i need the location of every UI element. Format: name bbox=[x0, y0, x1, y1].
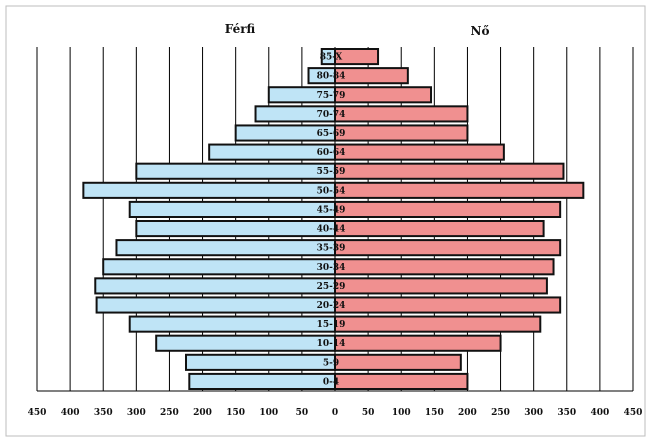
legend-male: Férfi bbox=[225, 22, 256, 36]
x-tick-label: 50 bbox=[362, 408, 375, 418]
bar-male-55-59 bbox=[135, 162, 336, 180]
bar-female-85-X bbox=[334, 48, 380, 66]
x-tick-label: 250 bbox=[491, 408, 510, 418]
age-label: 40-44 bbox=[317, 225, 346, 235]
legend-female: Nő bbox=[471, 24, 490, 38]
bar-female-5-9 bbox=[334, 353, 462, 371]
bars bbox=[82, 48, 585, 390]
bar-female-50-54 bbox=[334, 181, 585, 199]
age-label: 0-4 bbox=[323, 377, 339, 387]
age-label: 10-14 bbox=[317, 339, 346, 349]
x-tick-label: 450 bbox=[624, 408, 643, 418]
age-label: 55-59 bbox=[317, 167, 346, 177]
bar-female-15-19 bbox=[334, 315, 542, 333]
x-tick-label: 150 bbox=[425, 408, 444, 418]
x-tick-label: 350 bbox=[557, 408, 576, 418]
x-tick-label: 450 bbox=[28, 408, 47, 418]
x-tick-label: 300 bbox=[524, 408, 543, 418]
age-label: 85-X bbox=[320, 53, 343, 63]
x-tick-label: 300 bbox=[127, 408, 146, 418]
x-tick-label: 400 bbox=[61, 408, 80, 418]
age-label: 70-74 bbox=[317, 110, 346, 120]
bar-female-25-29 bbox=[334, 277, 548, 295]
bar-male-50-54 bbox=[82, 181, 336, 199]
bar-female-80-84 bbox=[334, 67, 409, 85]
bar-male-45-49 bbox=[128, 200, 336, 218]
x-tick-label: 200 bbox=[193, 408, 212, 418]
grid-lines bbox=[36, 47, 634, 392]
age-label: 45-49 bbox=[317, 205, 346, 215]
bar-male-5-9 bbox=[185, 353, 336, 371]
bar-male-30-34 bbox=[102, 258, 336, 276]
age-label: 35-39 bbox=[317, 244, 346, 254]
age-label: 15-19 bbox=[317, 320, 346, 330]
bar-male-0-4 bbox=[188, 372, 336, 390]
bar-female-65-69 bbox=[334, 124, 469, 142]
x-tick-labels: 450 400 350 300 250 200 150 100 50 0 50 100 150 200 25… bbox=[28, 408, 643, 418]
bar-female-30-34 bbox=[334, 258, 555, 276]
bar-female-20-24 bbox=[334, 296, 562, 314]
x-tick-label: 150 bbox=[226, 408, 245, 418]
x-tick-label: 100 bbox=[259, 408, 278, 418]
x-tick-label: 0 bbox=[332, 408, 338, 418]
x-tick-label: 400 bbox=[590, 408, 609, 418]
bar-male-10-14 bbox=[155, 334, 336, 352]
age-label: 65-69 bbox=[317, 129, 346, 139]
bar-male-35-39 bbox=[115, 239, 337, 257]
age-label: 20-24 bbox=[317, 301, 346, 311]
bar-female-10-14 bbox=[334, 334, 502, 352]
age-label: 80-84 bbox=[317, 72, 346, 82]
bar-female-35-39 bbox=[334, 239, 562, 257]
bar-female-40-44 bbox=[334, 220, 545, 238]
bar-female-60-64 bbox=[334, 143, 505, 161]
bar-male-20-24 bbox=[95, 296, 336, 314]
age-label: 25-29 bbox=[317, 282, 346, 292]
x-tick-label: 50 bbox=[296, 408, 309, 418]
age-labels: 0-4 5-9 10-14 15-19 20-24 25-29 30-34 35-39 40-4… bbox=[317, 53, 346, 388]
bar-female-55-59 bbox=[334, 162, 565, 180]
age-label: 5-9 bbox=[323, 358, 339, 368]
bar-male-15-19 bbox=[128, 315, 336, 333]
bar-female-45-49 bbox=[334, 200, 562, 218]
x-tick-label: 350 bbox=[94, 408, 113, 418]
x-tick-label: 100 bbox=[392, 408, 411, 418]
x-tick-label: 250 bbox=[160, 408, 179, 418]
age-label: 30-34 bbox=[317, 263, 346, 273]
x-tick-label: 200 bbox=[458, 408, 477, 418]
bar-female-0-4 bbox=[334, 372, 469, 390]
bar-female-75-79 bbox=[334, 86, 433, 104]
bar-male-25-29 bbox=[94, 277, 336, 295]
age-label: 50-54 bbox=[317, 186, 346, 196]
bar-male-40-44 bbox=[135, 220, 336, 238]
age-label: 60-64 bbox=[317, 148, 346, 158]
bar-female-70-74 bbox=[334, 105, 469, 123]
age-label: 75-79 bbox=[317, 91, 346, 101]
